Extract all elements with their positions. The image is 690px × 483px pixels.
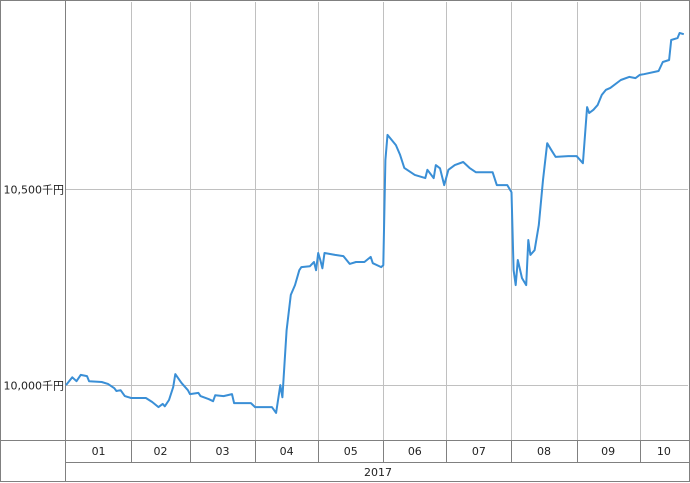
month-label: 03: [216, 445, 230, 458]
y-tick-label: 10,500千円: [4, 184, 65, 197]
series-line: [65, 32, 685, 414]
y-tick-label: 10,000千円: [4, 380, 65, 393]
month-label: 08: [537, 445, 551, 458]
year-label: 2017: [364, 466, 392, 479]
month-label: 06: [408, 445, 422, 458]
month-label: 05: [344, 445, 358, 458]
month-label: 02: [154, 445, 168, 458]
month-label: 09: [601, 445, 615, 458]
month-label: 07: [472, 445, 486, 458]
grid: [66, 2, 688, 440]
month-label: 01: [92, 445, 106, 458]
month-label: 10: [657, 445, 671, 458]
y-axis-labels: 10,000千円 10,500千円: [4, 184, 65, 393]
month-label: 04: [280, 445, 294, 458]
